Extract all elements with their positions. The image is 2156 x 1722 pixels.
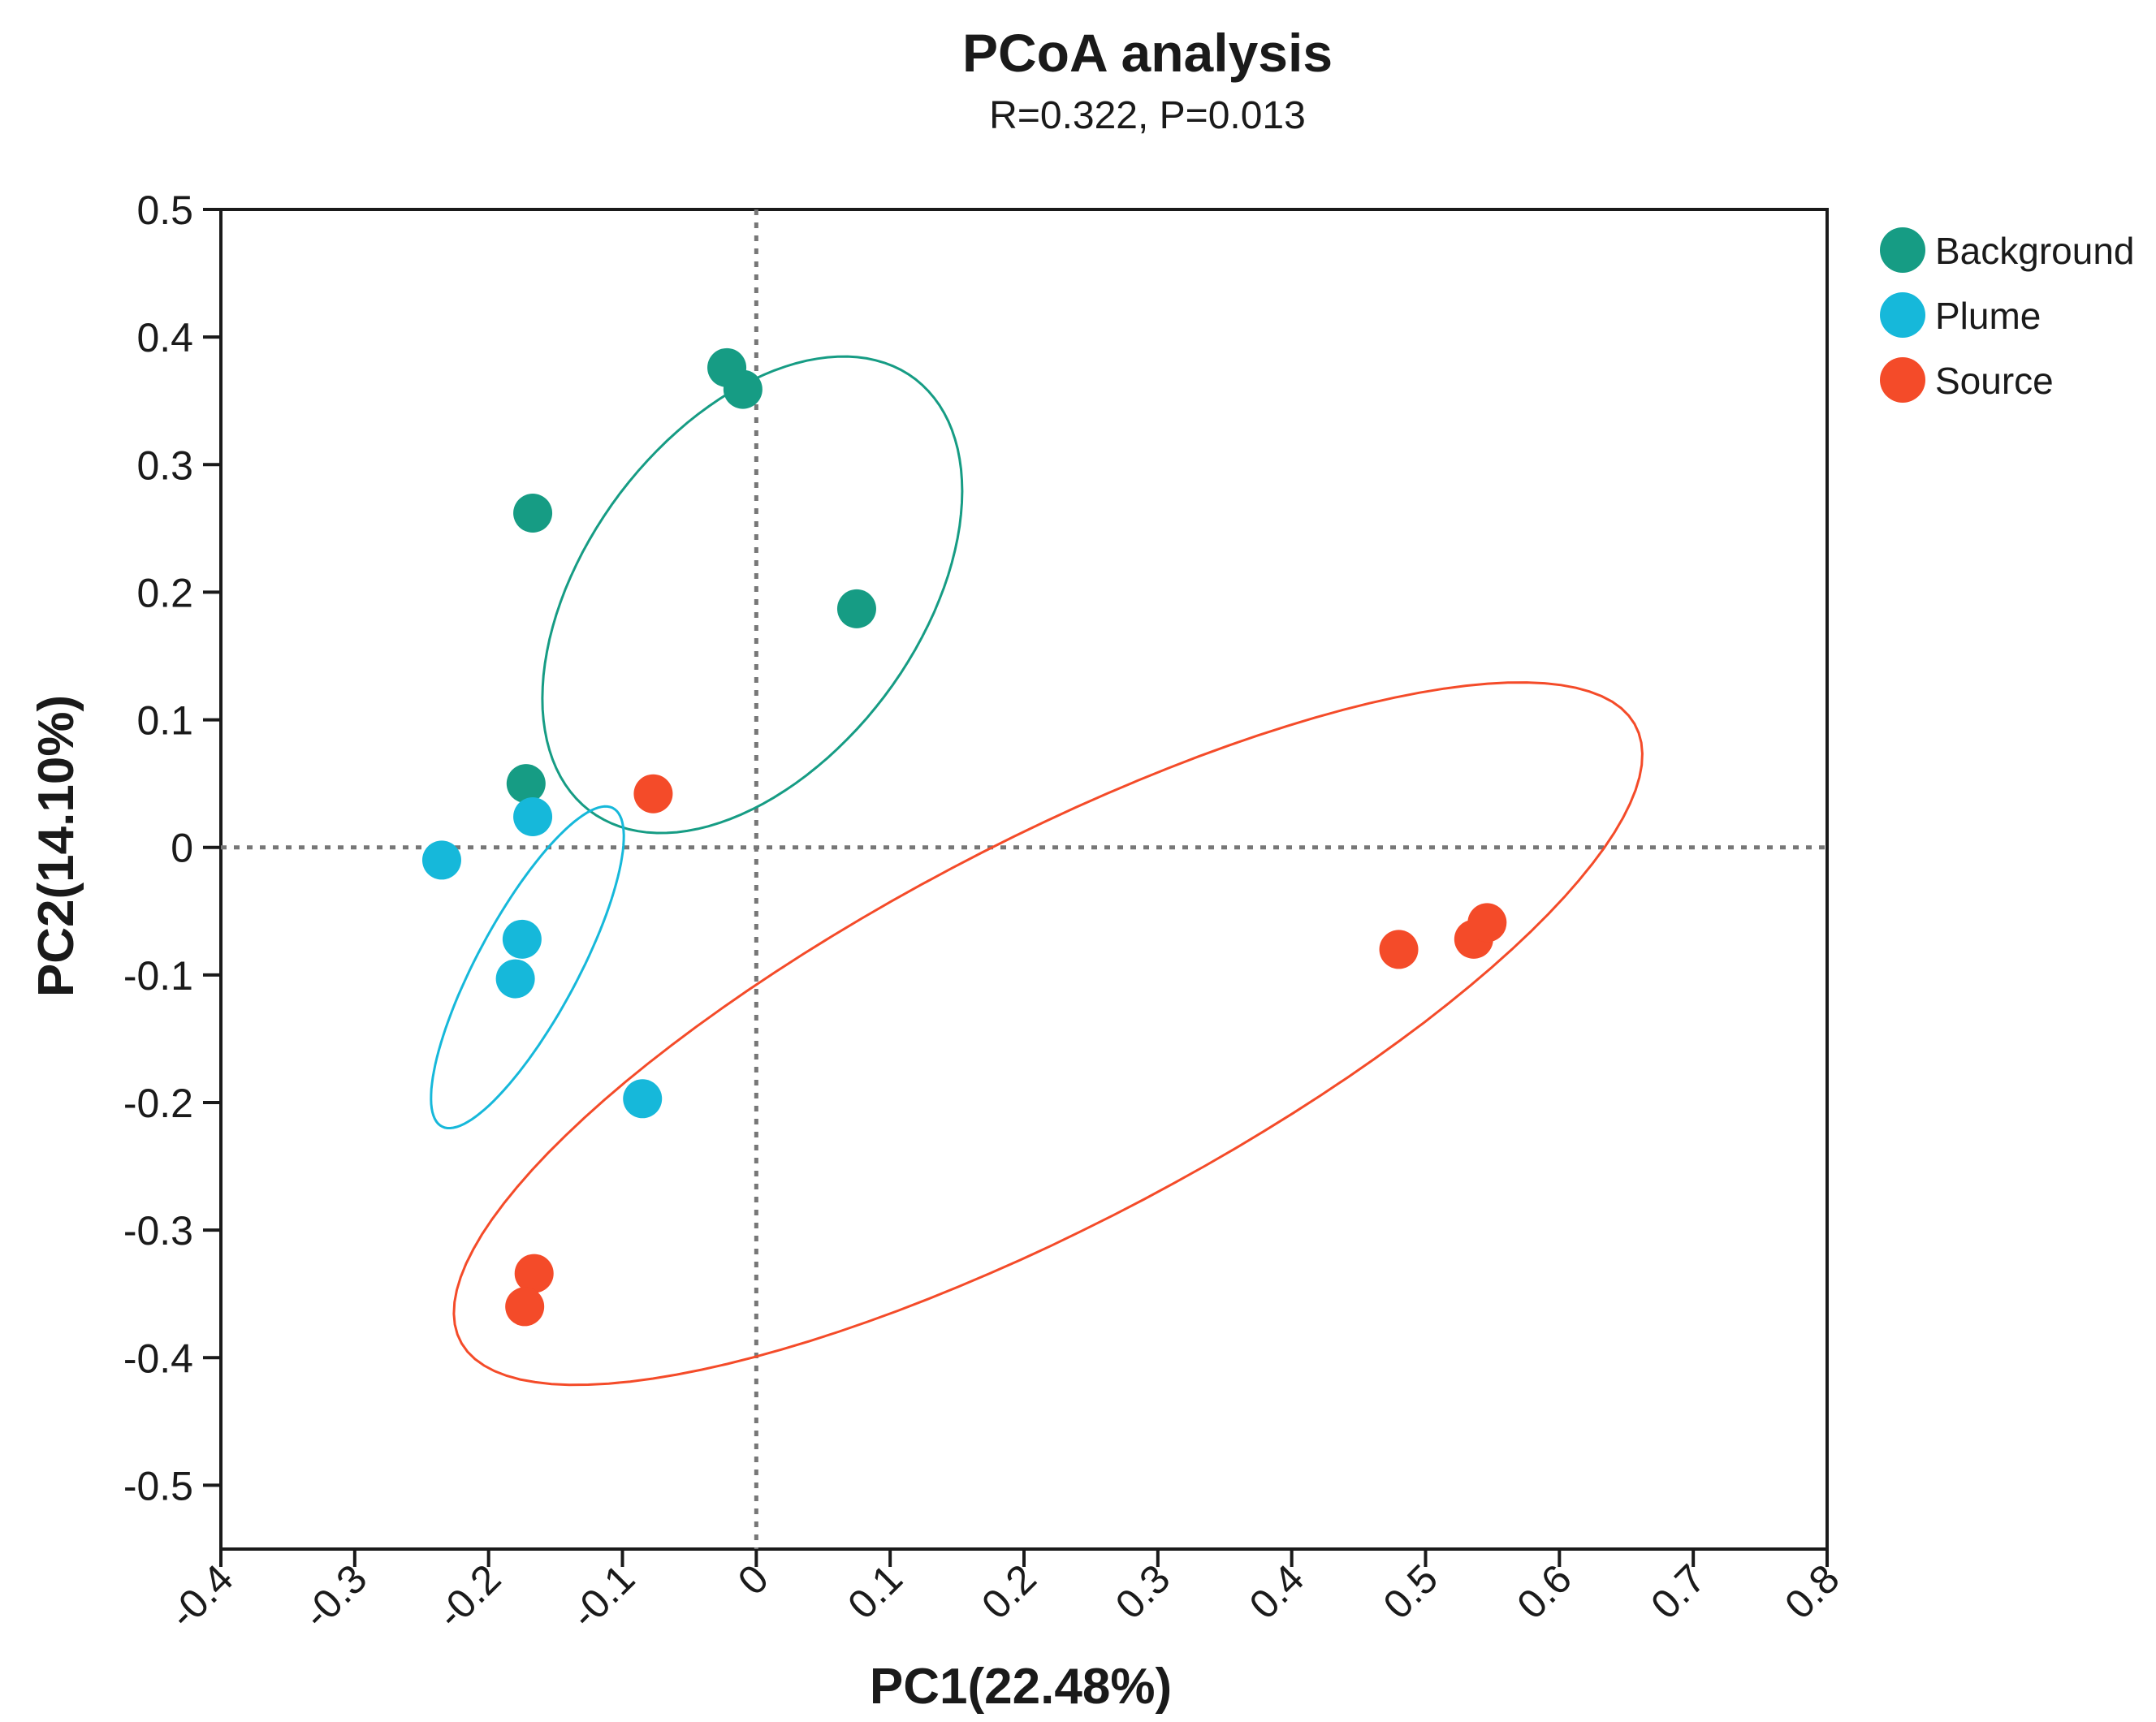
ellipse-plume: [430, 805, 625, 1129]
x-tick-label: -0.4: [160, 1556, 242, 1638]
x-tick-label: 0.8: [1776, 1556, 1848, 1628]
y-tick-label: -0.2: [123, 1081, 193, 1126]
y-tick-label: -0.5: [123, 1463, 193, 1508]
y-tick-label: 0: [171, 826, 193, 871]
legend-label-source: Source: [1935, 360, 2054, 402]
point-plume: [495, 959, 535, 999]
point-source: [1379, 930, 1419, 969]
point-background: [506, 764, 546, 804]
y-axis-label: PC2(14.10%): [28, 695, 84, 997]
point-plume: [513, 797, 553, 836]
y-tick-label: -0.1: [123, 953, 193, 999]
chart-subtitle: R=0.322, P=0.013: [989, 94, 1306, 137]
ellipse-background: [541, 355, 964, 835]
x-tick-label: 0.6: [1508, 1556, 1580, 1628]
point-background: [513, 494, 553, 533]
y-tick-label: 0.1: [136, 698, 193, 744]
legend-marker-source: [1880, 357, 1925, 403]
y-tick-label: 0.3: [136, 442, 193, 488]
x-tick-label: -0.2: [428, 1556, 510, 1638]
legend-marker-background: [1880, 227, 1925, 273]
x-tick-label: 0.5: [1375, 1556, 1447, 1628]
point-source: [633, 774, 673, 814]
point-plume: [502, 919, 542, 959]
x-tick-label: -0.3: [294, 1556, 376, 1638]
legend: Background Plume Source: [1880, 227, 2135, 403]
x-tick-label: 0: [729, 1556, 777, 1603]
chart-title: PCoA analysis: [962, 23, 1333, 83]
x-tick-label: 0.1: [839, 1556, 911, 1628]
x-tick-label: 0.4: [1241, 1556, 1313, 1628]
legend-label-plume: Plume: [1935, 295, 2041, 337]
y-tick-label: 0.5: [136, 188, 193, 233]
point-source: [514, 1254, 554, 1293]
y-tick-label: 0.2: [136, 570, 193, 615]
legend-marker-plume: [1880, 292, 1925, 338]
x-tick-label: 0.2: [973, 1556, 1045, 1628]
y-tick-label: -0.4: [123, 1336, 193, 1381]
x-tick-label: -0.1: [562, 1556, 644, 1638]
point-plume: [623, 1079, 663, 1119]
x-axis-label: PC1(22.48%): [870, 1659, 1172, 1715]
plot-frame: [219, 208, 1829, 1551]
x-tick-label: 0.3: [1107, 1556, 1179, 1628]
point-background: [836, 589, 876, 628]
legend-label-background: Background: [1935, 230, 2135, 272]
point-source: [505, 1287, 545, 1327]
point-plume: [421, 840, 461, 880]
y-tick-label: -0.3: [123, 1208, 193, 1254]
x-tick-label: 0.7: [1642, 1556, 1714, 1628]
plot-area: 0.5 0.4 0.3 0.2 0.1 0 -0.1 -0.2 -0.3 -0.4 -0.5 -0.4…: [123, 188, 1848, 1638]
y-tick-label: 0.4: [136, 315, 193, 360]
ellipse-source: [452, 681, 1644, 1387]
point-background: [723, 369, 763, 409]
point-source: [1467, 903, 1507, 943]
